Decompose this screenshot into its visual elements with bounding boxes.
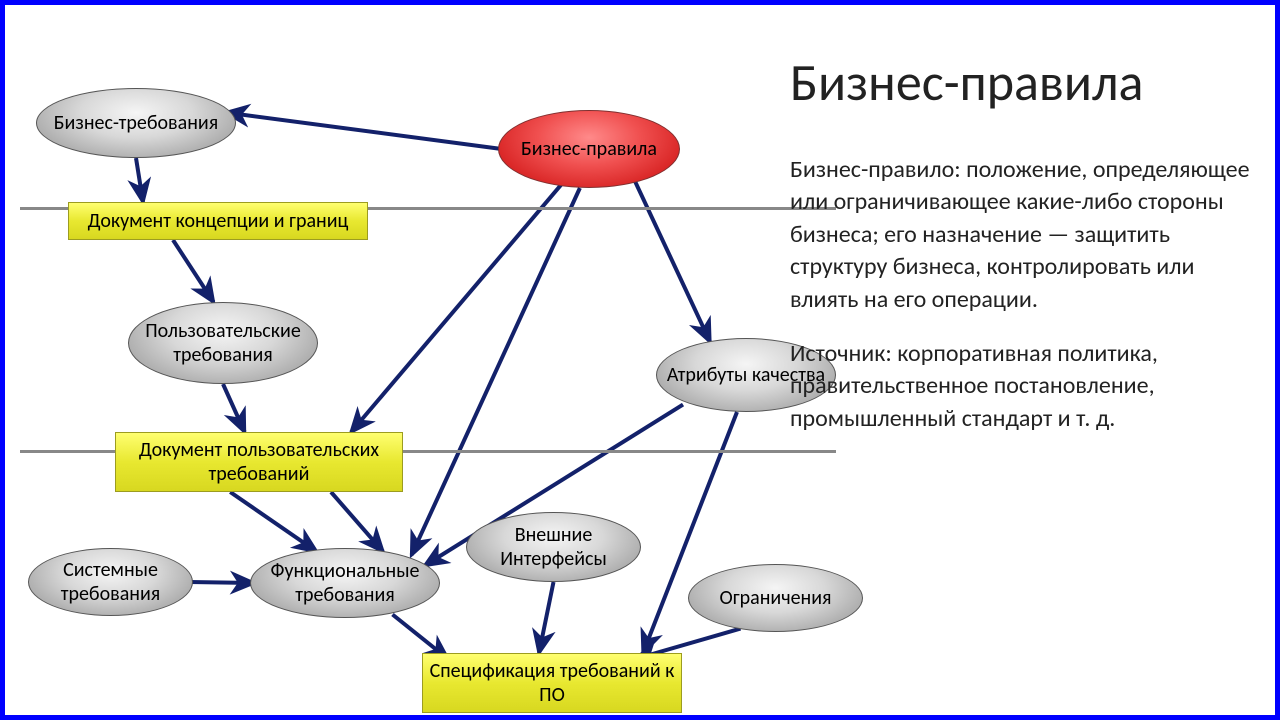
edge-ext_if-to-spec <box>539 582 554 653</box>
node-biz_rules: Бизнес-правила <box>498 110 680 188</box>
paragraph-1: Бизнес-правило: положение, определяющее … <box>790 154 1250 316</box>
edge-user_req-to-doc_user <box>223 384 245 432</box>
edge-doc_concept-to-user_req <box>173 240 214 302</box>
node-label: Документ пользовательских требований <box>116 438 402 486</box>
edge-biz_rules-to-doc_user <box>351 184 562 432</box>
node-doc_concept: Документ концепции и границ <box>68 202 368 240</box>
node-label: Документ концепции и границ <box>82 209 355 233</box>
node-label: Спецификация требований к ПО <box>423 659 681 707</box>
node-doc_user: Документ пользовательских требований <box>115 432 403 492</box>
node-label: Бизнес-требования <box>48 111 224 135</box>
node-sys_req: Системные требования <box>28 548 193 616</box>
edge-doc_user-to-func_req <box>331 492 383 552</box>
node-func_req: Функциональные требования <box>250 548 440 618</box>
node-ext_if: Внешние Интерфейсы <box>466 512 641 582</box>
paragraph-2: Источник: корпоративная политика, правит… <box>790 338 1250 435</box>
edge-biz_rules-to-biz_req <box>226 113 502 150</box>
node-label: Пользовательские требования <box>129 319 317 367</box>
node-label: Бизнес-правила <box>515 137 663 161</box>
diagram-area: Бизнес-требования Бизнес-правила Документ … <box>0 0 860 720</box>
edge-doc_user-to-func_req <box>230 492 316 552</box>
node-user_req: Пользовательские требования <box>128 302 318 384</box>
node-label: Системные требования <box>29 558 192 606</box>
node-label: Функциональные требования <box>251 559 439 607</box>
edge-biz_rules-to-func_req <box>412 188 580 555</box>
node-spec: Спецификация требований к ПО <box>422 653 682 713</box>
node-constraints: Ограничения <box>688 564 863 632</box>
edge-sys_req-to-func_req <box>190 582 254 583</box>
slide-title: Бизнес-правила <box>790 50 1250 114</box>
node-biz_req: Бизнес-требования <box>36 88 236 158</box>
edge-biz_rules-to-quality <box>635 180 711 342</box>
node-label: Внешние Интерфейсы <box>467 523 640 571</box>
text-sidebar: Бизнес-правила Бизнес-правило: положение… <box>790 50 1250 457</box>
edge-biz_req-to-doc_concept <box>136 158 143 202</box>
node-label: Ограничения <box>713 586 837 610</box>
